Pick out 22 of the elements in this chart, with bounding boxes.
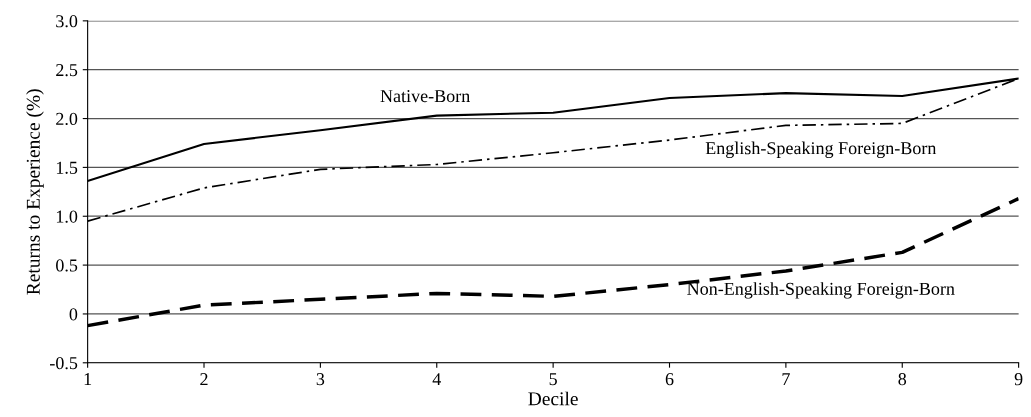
x-tick-label: 9: [1014, 373, 1023, 386]
y-tick-label: 1.5: [56, 161, 78, 174]
x-tick-label: 2: [200, 373, 208, 386]
x-axis-title: Decile: [528, 391, 578, 406]
y-tick-label: 0: [69, 308, 78, 321]
y-axis-title: Returns to Experience (%): [26, 89, 44, 295]
y-tick-label: 2.5: [56, 64, 78, 77]
series-label: English-Speaking Foreign-Born: [705, 141, 937, 159]
y-tick-label: 1.0: [56, 210, 78, 223]
x-tick-label: 1: [84, 373, 92, 386]
series-label: Native-Born: [380, 90, 470, 103]
y-tick-label: 3.0: [56, 15, 78, 28]
x-tick-label: 6: [665, 373, 674, 386]
x-tick-label: 8: [898, 373, 907, 386]
x-tick-label: 3: [316, 373, 325, 386]
x-tick-label: 4: [432, 373, 441, 386]
y-tick-label: -0.5: [50, 357, 78, 370]
series-label: Non-English-Speaking Foreign-Born: [687, 282, 955, 299]
y-tick-label: 2.0: [56, 112, 78, 126]
x-tick-label: 7: [782, 373, 790, 386]
x-tick-label: 5: [549, 373, 557, 386]
y-tick-label: 0.5: [56, 259, 78, 272]
